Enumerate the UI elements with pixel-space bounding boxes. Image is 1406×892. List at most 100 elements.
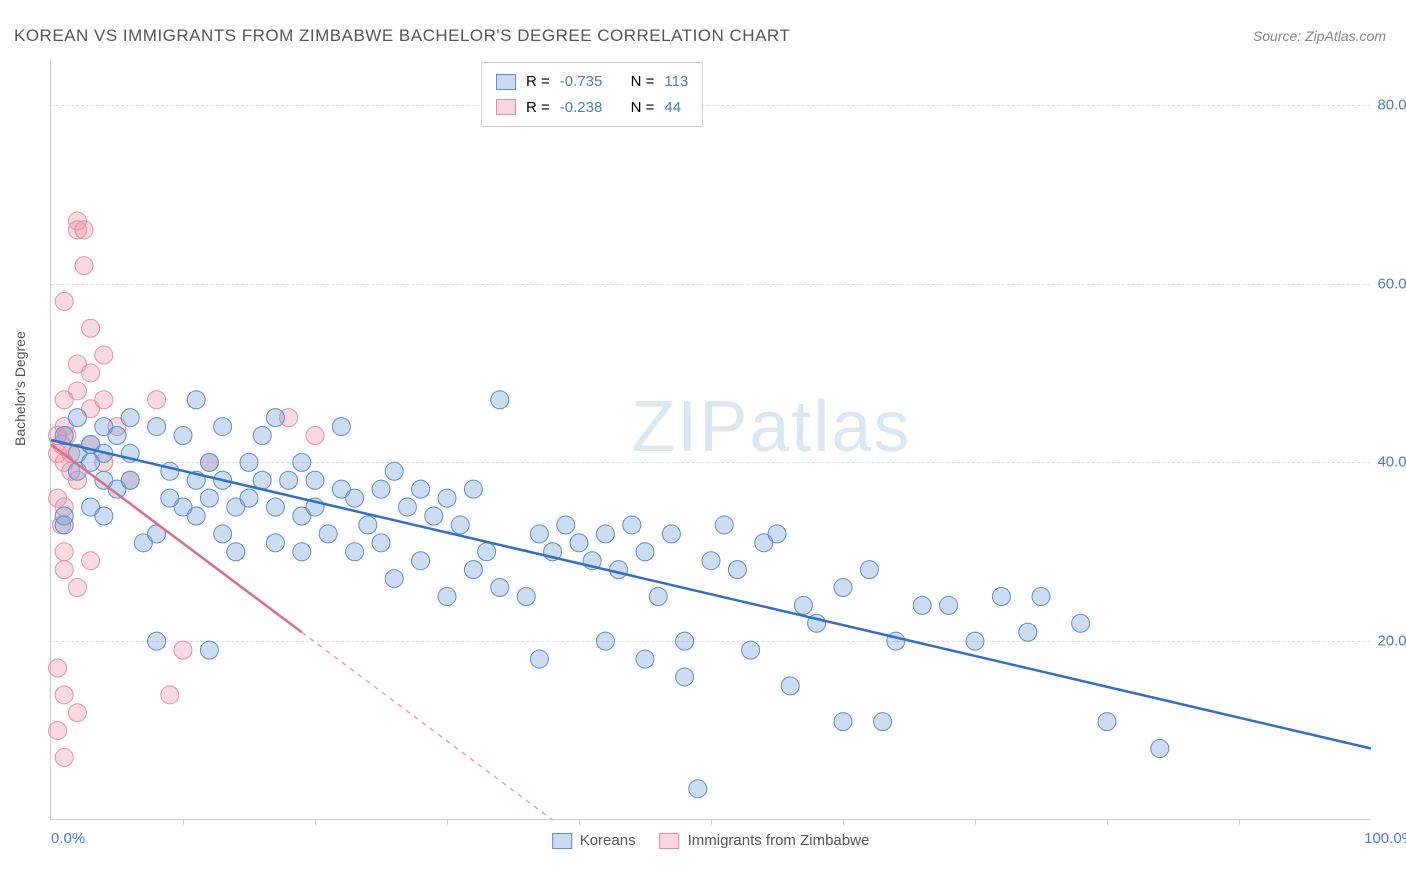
data-point-zimbabwe <box>75 257 93 275</box>
n-label: N = <box>631 95 655 121</box>
data-point-koreans <box>662 525 680 543</box>
data-point-zimbabwe <box>68 212 86 230</box>
x-tick-mark <box>975 819 976 825</box>
n-label: N = <box>631 69 655 95</box>
data-point-koreans <box>372 534 390 552</box>
r-label: R = <box>526 95 550 121</box>
data-point-koreans <box>570 534 588 552</box>
scatter-plot-svg <box>51 60 1370 819</box>
data-point-koreans <box>346 489 364 507</box>
y-tick-label: 40.0% <box>1377 454 1406 471</box>
data-point-koreans <box>781 677 799 695</box>
data-point-koreans <box>214 418 232 436</box>
data-point-koreans <box>412 480 430 498</box>
n-value-zimbabwe: 44 <box>664 95 681 121</box>
x-tick-mark <box>315 819 316 825</box>
data-point-koreans <box>385 570 403 588</box>
stats-row-zimbabwe: R = -0.238 N = 44 <box>496 95 688 121</box>
data-point-koreans <box>530 650 548 668</box>
data-point-koreans <box>425 507 443 525</box>
data-point-koreans <box>623 516 641 534</box>
data-point-koreans <box>55 516 73 534</box>
legend-item-zimbabwe: Immigrants from Zimbabwe <box>660 832 870 849</box>
stats-row-koreans: R = -0.735 N = 113 <box>496 69 688 95</box>
data-point-koreans <box>240 489 258 507</box>
data-point-koreans <box>438 587 456 605</box>
legend-item-koreans: Koreans <box>552 832 636 849</box>
legend-label-zimbabwe: Immigrants from Zimbabwe <box>688 832 870 849</box>
data-point-zimbabwe <box>55 686 73 704</box>
data-point-koreans <box>464 561 482 579</box>
data-point-koreans <box>240 453 258 471</box>
data-point-koreans <box>1151 739 1169 757</box>
r-label: R = <box>526 69 550 95</box>
plot-area: ZIPatlas 20.0%40.0%60.0%80.0% 0.0% 100.0… <box>50 60 1370 820</box>
data-point-koreans <box>689 780 707 798</box>
data-point-koreans <box>728 561 746 579</box>
data-point-koreans <box>1072 614 1090 632</box>
data-point-koreans <box>148 418 166 436</box>
data-point-koreans <box>187 507 205 525</box>
data-point-koreans <box>874 713 892 731</box>
r-value-zimbabwe: -0.238 <box>560 95 603 121</box>
data-point-koreans <box>359 516 377 534</box>
data-point-koreans <box>293 543 311 561</box>
y-tick-label: 20.0% <box>1377 633 1406 650</box>
legend-label-koreans: Koreans <box>580 832 636 849</box>
data-point-zimbabwe <box>55 391 73 409</box>
data-point-koreans <box>253 427 271 445</box>
data-point-koreans <box>636 543 654 561</box>
data-point-koreans <box>95 507 113 525</box>
data-point-koreans <box>121 409 139 427</box>
data-point-zimbabwe <box>49 659 67 677</box>
data-point-zimbabwe <box>306 427 324 445</box>
data-point-zimbabwe <box>82 319 100 337</box>
x-tick-mark <box>1107 819 1108 825</box>
data-point-zimbabwe <box>174 641 192 659</box>
data-point-zimbabwe <box>68 579 86 597</box>
data-point-koreans <box>121 471 139 489</box>
data-point-koreans <box>161 462 179 480</box>
data-point-koreans <box>491 579 509 597</box>
swatch-pink-icon <box>496 99 516 115</box>
stats-legend: R = -0.735 N = 113 R = -0.238 N = 44 <box>481 62 703 127</box>
x-axis-min-label: 0.0% <box>51 830 85 847</box>
data-point-zimbabwe <box>68 704 86 722</box>
data-point-koreans <box>768 525 786 543</box>
source-attribution: Source: ZipAtlas.com <box>1253 28 1386 44</box>
series-legend: Koreans Immigrants from Zimbabwe <box>552 832 870 849</box>
data-point-koreans <box>1019 623 1037 641</box>
data-point-koreans <box>940 596 958 614</box>
data-point-zimbabwe <box>95 346 113 364</box>
data-point-koreans <box>253 471 271 489</box>
x-tick-mark <box>447 819 448 825</box>
data-point-koreans <box>966 632 984 650</box>
data-point-koreans <box>834 713 852 731</box>
y-axis-label: Bachelor's Degree <box>12 331 28 446</box>
data-point-koreans <box>227 543 245 561</box>
data-point-koreans <box>610 561 628 579</box>
data-point-koreans <box>412 552 430 570</box>
data-point-koreans <box>557 516 575 534</box>
data-point-koreans <box>148 632 166 650</box>
data-point-koreans <box>332 418 350 436</box>
data-point-zimbabwe <box>82 364 100 382</box>
data-point-zimbabwe <box>55 292 73 310</box>
data-point-koreans <box>280 471 298 489</box>
data-point-koreans <box>794 596 812 614</box>
data-point-koreans <box>478 543 496 561</box>
data-point-zimbabwe <box>95 391 113 409</box>
y-tick-label: 60.0% <box>1377 275 1406 292</box>
data-point-koreans <box>992 587 1010 605</box>
chart-title: KOREAN VS IMMIGRANTS FROM ZIMBABWE BACHE… <box>14 26 790 46</box>
x-axis-max-label: 100.0% <box>1364 830 1406 847</box>
data-point-koreans <box>464 480 482 498</box>
data-point-koreans <box>1032 587 1050 605</box>
data-point-koreans <box>319 525 337 543</box>
data-point-koreans <box>596 525 614 543</box>
trend-line-zimbabwe-extrapolated <box>302 632 553 820</box>
data-point-koreans <box>913 596 931 614</box>
swatch-blue-icon <box>496 74 516 90</box>
data-point-koreans <box>200 641 218 659</box>
data-point-zimbabwe <box>148 391 166 409</box>
